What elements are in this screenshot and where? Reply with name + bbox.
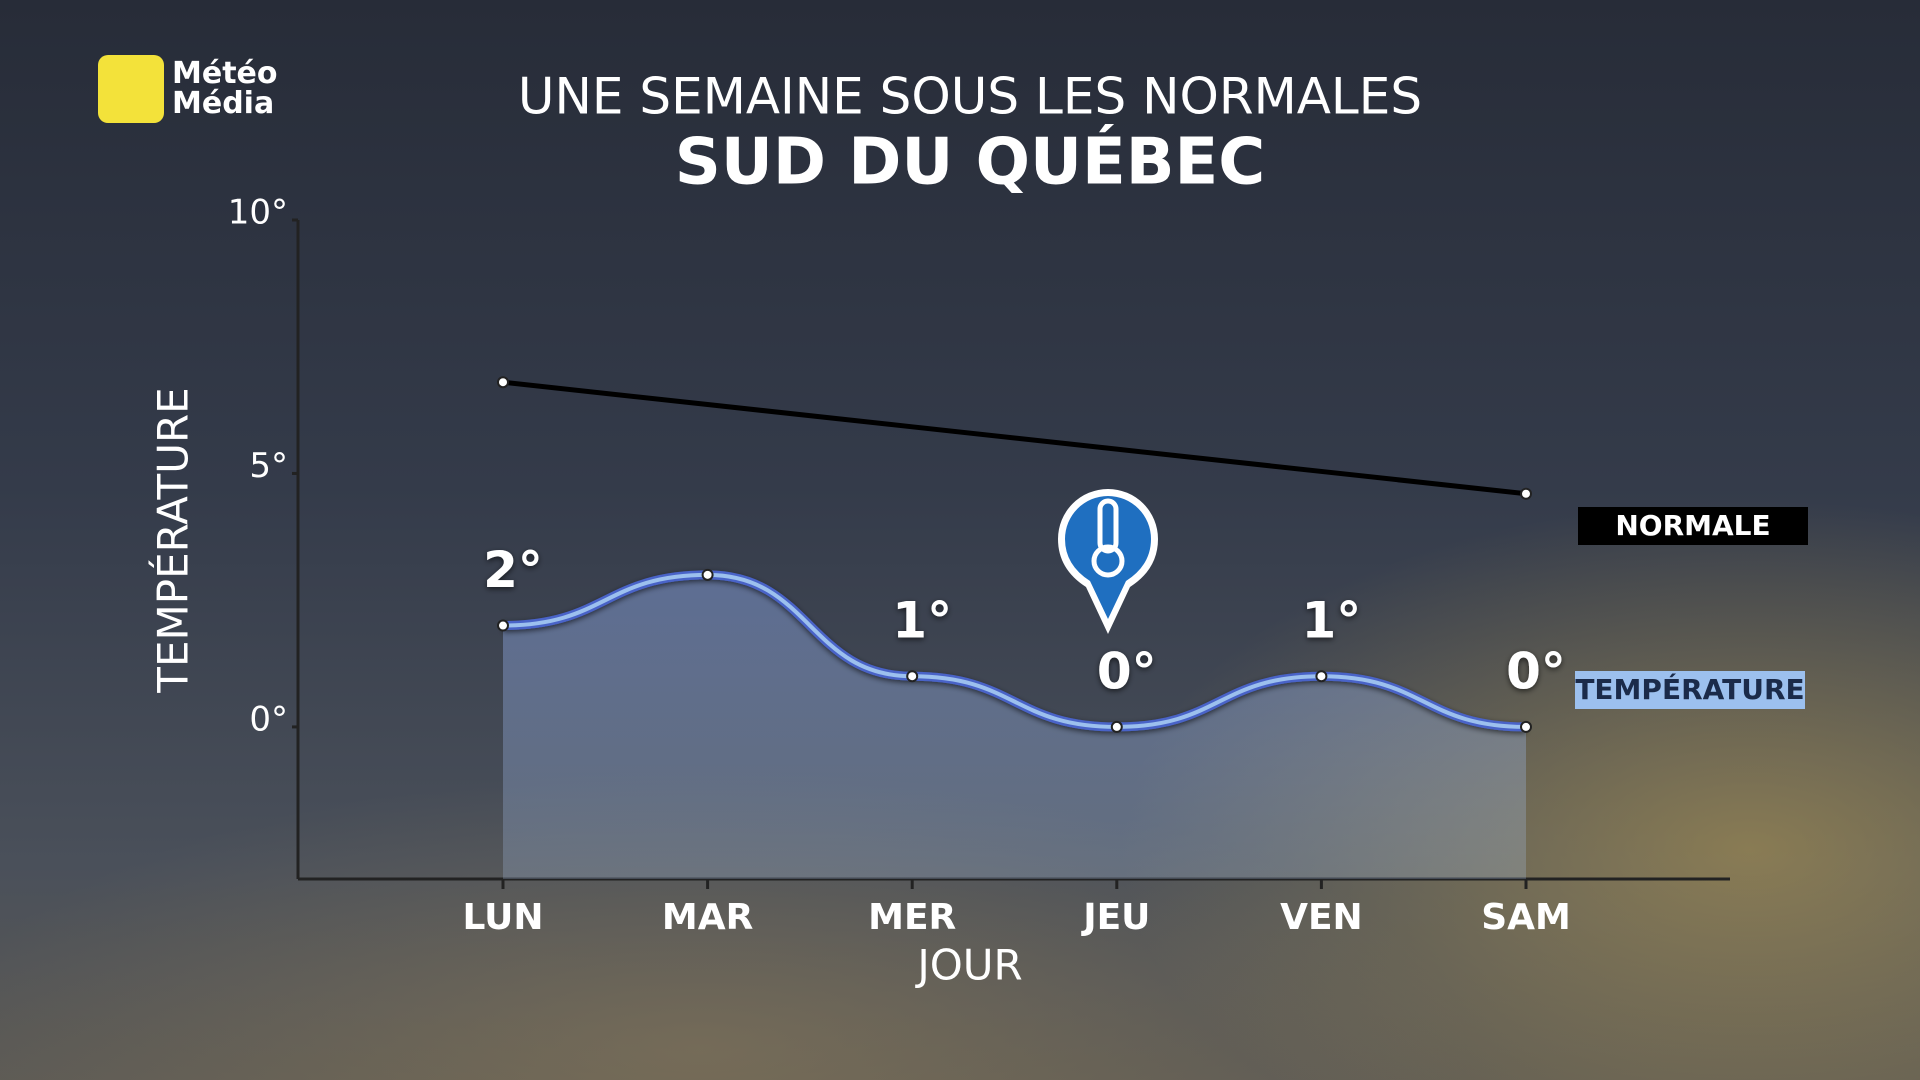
y-tick-label: 0° — [249, 699, 288, 739]
x-tick-label: MER — [868, 897, 956, 938]
logo-mark — [98, 55, 164, 123]
y-axis-label: TEMPÉRATURE — [148, 387, 198, 693]
temperature-area — [503, 574, 1526, 879]
value-label: 2° — [483, 541, 543, 599]
chart-title: UNE SEMAINE SOUS LES NORMALES — [518, 68, 1422, 126]
legend-swatch — [1575, 671, 1805, 709]
y-tick-label: 10° — [228, 193, 288, 233]
point — [497, 619, 509, 632]
y-tick-label: 5° — [249, 446, 288, 486]
point — [497, 376, 509, 389]
value-label: 0° — [1097, 642, 1157, 700]
point — [1315, 670, 1328, 683]
chart-subtitle: SUD DU QUÉBEC — [675, 124, 1265, 200]
value-label: 1° — [892, 592, 952, 650]
point — [1520, 720, 1532, 733]
value-label: 0° — [1506, 642, 1566, 700]
legend-swatch — [1578, 507, 1808, 545]
thermometer-icon — [1058, 489, 1158, 634]
value-label: 1° — [1302, 592, 1362, 650]
legend-label: NORMALE — [1615, 509, 1770, 542]
temperature-line — [502, 572, 1527, 729]
x-tick-label: JEU — [1080, 897, 1150, 938]
x-tick-label: SAM — [1481, 897, 1571, 938]
logo: Météo Média — [98, 55, 282, 123]
legend-label: TEMPÉRATURE — [1575, 672, 1804, 706]
point — [1520, 487, 1532, 500]
brand: Météo Média — [172, 56, 278, 121]
x-axis-label: JOUR — [914, 941, 1022, 990]
point — [906, 670, 919, 683]
point — [1110, 720, 1123, 733]
normal-line — [502, 379, 1527, 497]
point — [701, 568, 714, 581]
x-tick-label: MAR — [662, 897, 753, 938]
x-tick-label: LUN — [462, 897, 543, 938]
x-tick-label: VEN — [1280, 897, 1363, 938]
